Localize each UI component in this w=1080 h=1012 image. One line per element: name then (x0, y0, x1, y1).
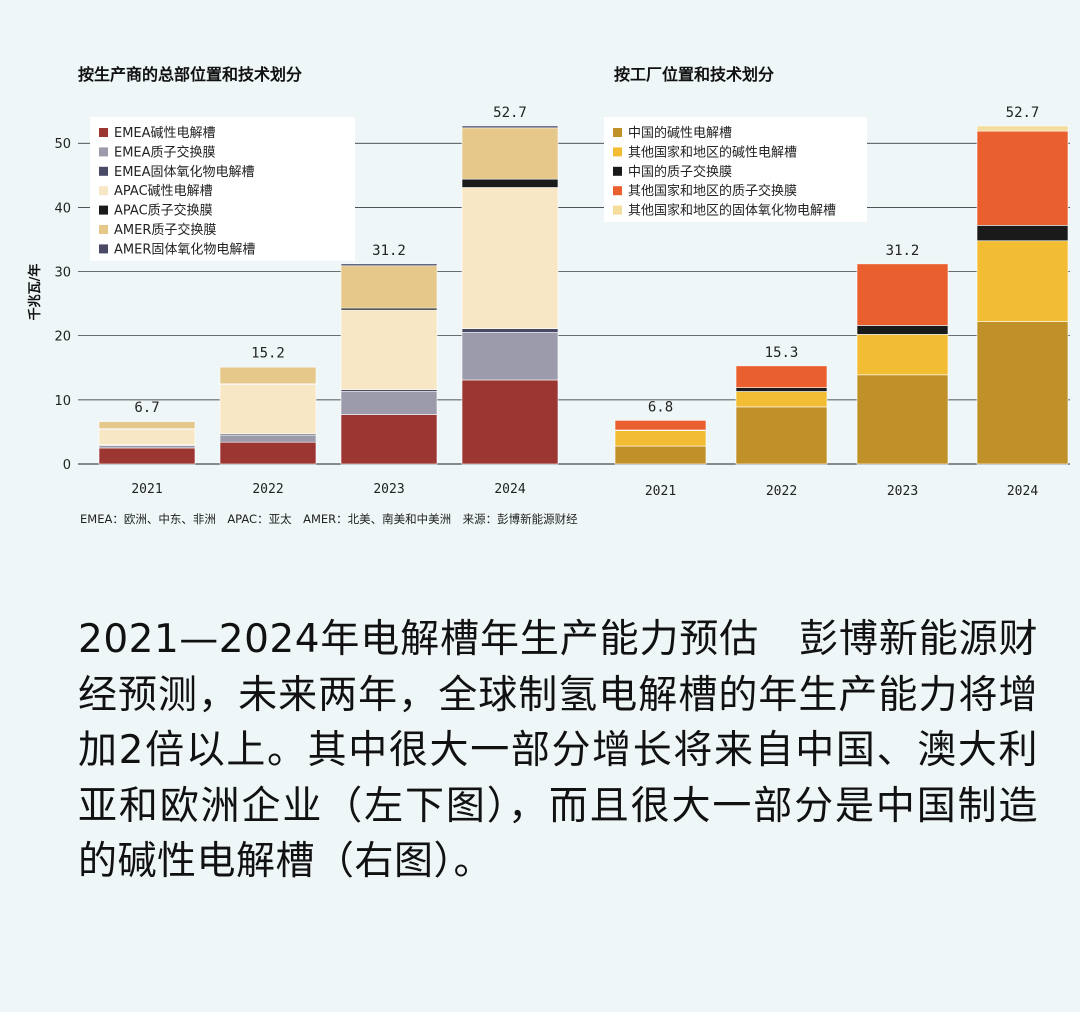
bar-segment (461, 125, 559, 129)
x-tick-label: 2022 (766, 484, 797, 499)
total-label: 31.2 (886, 243, 920, 259)
bar-segment (976, 130, 1069, 226)
legend-label: APAC碱性电解槽 (114, 184, 213, 199)
bar-segment (219, 441, 317, 465)
x-tick-label: 2022 (252, 482, 283, 497)
bar-segment (856, 263, 949, 326)
bar-segment (98, 447, 196, 465)
legend-swatch (99, 244, 108, 254)
legend-swatch (613, 166, 622, 176)
y-tick-label: 20 (54, 330, 71, 345)
bar-segment (219, 434, 317, 443)
legend-label: 中国的质子交换膜 (628, 164, 732, 180)
legend-swatch (613, 128, 622, 137)
legend-swatch (99, 205, 108, 215)
legend-swatch (99, 186, 108, 196)
bar-segment (340, 263, 438, 267)
bar-segment (856, 334, 949, 376)
legend-label: 其他国家和地区的质子交换膜 (628, 183, 797, 199)
bar-segment (735, 391, 828, 408)
legend-label: 中国的碱性电解槽 (628, 125, 732, 141)
legend-label: EMEA碱性电解槽 (114, 126, 216, 141)
chart-by-hq: 按生产商的总部位置和技术划分 0 10 20 30 40 50 6.7 2021 15.2 2022… (54, 65, 572, 497)
y-tick-label: 30 (54, 266, 71, 281)
legend-swatch (99, 225, 108, 234)
legend-swatch (613, 186, 622, 196)
x-tick-label: 2023 (887, 484, 918, 499)
chart-title: 按工厂位置和技术划分 (614, 65, 774, 84)
bar-segment (856, 325, 949, 335)
bar-segment (461, 187, 559, 329)
legend-swatch (613, 205, 622, 215)
legend-label: AMER固体氧化物电解槽 (114, 242, 255, 257)
bar-segment (219, 366, 317, 368)
bar-segment (461, 178, 559, 188)
bar-segment (735, 387, 828, 392)
bar-segment (340, 414, 438, 465)
x-tick-label: 2021 (645, 484, 676, 499)
legend-swatch (613, 147, 622, 157)
legend-label: 其他国家和地区的碱性电解槽 (628, 144, 797, 160)
legend-label: 其他国家和地区的固体氧化物电解槽 (628, 203, 836, 219)
y-tick-label: 50 (54, 137, 71, 152)
bar-segment (735, 406, 828, 465)
x-tick-label: 2023 (373, 482, 404, 497)
legend-box (604, 117, 867, 222)
bar-segment (614, 420, 707, 431)
total-label: 52.7 (493, 105, 527, 121)
x-tick-label: 2021 (131, 482, 162, 497)
total-label: 15.3 (765, 345, 799, 361)
bar-segment (461, 328, 559, 333)
total-label: 31.2 (372, 243, 406, 259)
bar-segment (340, 265, 438, 309)
bar-segment (856, 374, 949, 465)
x-tick-label: 2024 (494, 482, 525, 497)
bar-segment (976, 225, 1069, 242)
bar-segment (98, 429, 196, 446)
bar-segment (976, 125, 1069, 132)
bar-segment (461, 379, 559, 465)
bar-segment (219, 384, 317, 435)
bar-segment (98, 445, 196, 449)
y-tick-label: 40 (54, 201, 71, 216)
y-tick-label: 0 (63, 458, 71, 473)
bar-segment (735, 365, 828, 388)
footnote: EMEA：欧洲、中东、非洲 APAC：亚太 AMER：北美、南美和中美洲 来源：… (80, 512, 578, 526)
bar-segment (98, 420, 196, 422)
bar-segment (614, 430, 707, 447)
legend: EMEA碱性电解槽 EMEA质子交换膜 EMEA固体氧化物电解槽 APAC碱性电解槽 A… (90, 117, 355, 261)
chart-title: 按生产商的总部位置和技术划分 (78, 65, 302, 84)
y-tick-label: 10 (54, 394, 71, 409)
total-label: 15.2 (251, 345, 285, 361)
legend-label: AMER质子交换膜 (114, 222, 216, 238)
bar-segment (461, 127, 559, 180)
legend-label: EMEA固体氧化物电解槽 (114, 165, 255, 180)
legend-swatch (99, 128, 108, 137)
charts-figure: 千兆瓦/年 按生产商的总部位置和技术划分 0 10 20 30 40 50 6.7 2021 15… (27, 65, 1070, 526)
legend-box (90, 117, 355, 261)
bar-segment (219, 366, 317, 385)
bar-segment (976, 321, 1069, 465)
bar-segment (461, 332, 559, 381)
chart-by-plant: 按工厂位置和技术划分 6.8 2021 15.3 2022 31.2 2023 52.7 202… (572, 65, 1070, 499)
x-tick-label: 2024 (1007, 484, 1038, 499)
total-label: 52.7 (1006, 105, 1040, 121)
bar-segment (614, 445, 707, 465)
legend-swatch (99, 166, 108, 176)
caption-text: 2021—2024年电解槽年生产能力预估 彭博新能源财经预测，未来两年，全球制氢… (78, 617, 1038, 884)
bar-segment (340, 391, 438, 415)
bar-segment (98, 421, 196, 430)
legend-label: EMEA质子交换膜 (114, 144, 216, 160)
bar-segment (976, 240, 1069, 322)
legend-swatch (99, 147, 108, 157)
legend-label: APAC质子交换膜 (114, 203, 213, 219)
total-label: 6.7 (134, 400, 159, 416)
y-axis-label: 千兆瓦/年 (27, 264, 43, 321)
bar-segment (340, 309, 438, 390)
legend: 中国的碱性电解槽其他国家和地区的碱性电解槽中国的质子交换膜其他国家和地区的质子交… (604, 117, 867, 222)
total-label: 6.8 (648, 399, 673, 415)
